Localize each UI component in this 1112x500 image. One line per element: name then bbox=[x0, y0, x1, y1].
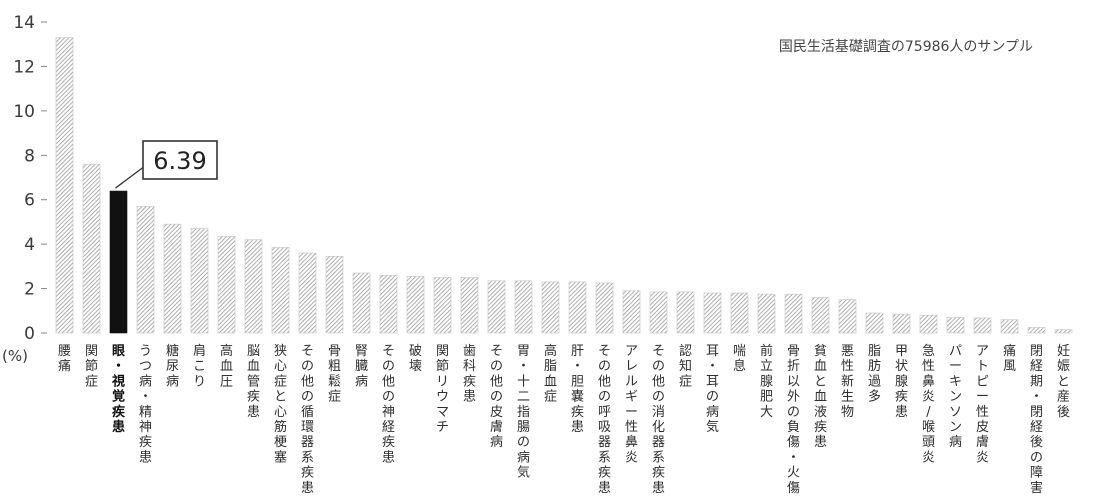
category-label: その他の消化器系疾患 bbox=[652, 344, 665, 496]
category-label: 喘息 bbox=[733, 343, 746, 374]
bar bbox=[136, 206, 155, 334]
bar bbox=[676, 291, 695, 334]
y-tick-label: 14 bbox=[13, 13, 35, 33]
bar bbox=[217, 236, 236, 334]
bar bbox=[649, 291, 668, 334]
y-tick-label: 12 bbox=[13, 57, 35, 77]
category-label: その他の神経疾患 bbox=[382, 344, 395, 465]
bar bbox=[379, 274, 398, 334]
y-unit-label: (%) bbox=[2, 347, 28, 365]
bar bbox=[622, 290, 641, 334]
category-label: 関節症 bbox=[85, 344, 98, 389]
category-label: 眼・視覚疾患 bbox=[111, 344, 126, 435]
category-label: 胃・十二指腸の病気 bbox=[517, 344, 530, 481]
bar bbox=[460, 277, 479, 334]
category-label: 耳・耳の病気 bbox=[706, 344, 719, 435]
bar bbox=[568, 281, 587, 334]
category-label: 腎臓病 bbox=[355, 344, 368, 389]
bar bbox=[946, 317, 965, 334]
category-label: 肩こり bbox=[193, 343, 206, 389]
category-label: 糖尿病 bbox=[166, 343, 179, 389]
y-tick-label: 4 bbox=[24, 235, 35, 255]
bar bbox=[730, 292, 749, 334]
category-label: 認知症 bbox=[679, 343, 692, 389]
y-axis: 0 2 4 6 8 10 12 14 bbox=[13, 13, 47, 344]
category-label: 狭心症と心筋梗塞 bbox=[274, 344, 287, 465]
bar bbox=[919, 314, 938, 334]
bar bbox=[514, 280, 533, 334]
bar bbox=[811, 297, 830, 334]
sample-annotation: 国民生活基礎調査の75986人のサンプル bbox=[779, 38, 1033, 55]
bar bbox=[865, 312, 884, 334]
bar bbox=[541, 281, 560, 334]
bar bbox=[163, 223, 182, 334]
category-label: 脂肪過多 bbox=[868, 344, 881, 405]
bar bbox=[325, 256, 344, 334]
category-label: 高血圧 bbox=[220, 343, 233, 389]
bar bbox=[190, 228, 209, 334]
y-tick-label: 10 bbox=[13, 102, 35, 122]
category-label: アトピー性皮膚炎 bbox=[976, 344, 989, 465]
category-label: その他の循環器系疾患 bbox=[301, 344, 314, 496]
category-label: 閉経期・閉経後の障害 bbox=[1030, 344, 1043, 496]
category-label: 悪性新生物 bbox=[841, 344, 854, 420]
bar bbox=[271, 247, 290, 334]
highlight-callout: 6.39 bbox=[115, 140, 218, 189]
category-label: 甲状腺疾患 bbox=[895, 344, 908, 420]
bar bbox=[55, 37, 74, 334]
y-tick-label: 0 bbox=[24, 324, 35, 344]
category-label: 肝・胆嚢疾患 bbox=[571, 344, 584, 435]
bar bbox=[298, 252, 317, 334]
category-label: 骨折以外の負傷・火傷 bbox=[787, 344, 800, 496]
bar bbox=[82, 163, 101, 334]
bar bbox=[352, 272, 371, 334]
bar bbox=[487, 280, 506, 334]
y-tick-label: 8 bbox=[24, 146, 35, 166]
category-label: 急性鼻炎/喉頭炎 bbox=[922, 344, 935, 465]
bar bbox=[1000, 319, 1019, 334]
callout-leader-line bbox=[115, 165, 146, 189]
category-label: 破壊 bbox=[409, 344, 422, 374]
category-label: 妊娠と産後 bbox=[1057, 344, 1070, 420]
category-label: その他の皮膚病 bbox=[490, 344, 503, 450]
category-label: 腰痛 bbox=[58, 344, 71, 374]
category-label: うつ病・精神疾患 bbox=[139, 344, 152, 465]
category-label: 前立腺肥大 bbox=[760, 343, 773, 420]
bar bbox=[1054, 329, 1073, 334]
category-label: 歯科疾患 bbox=[463, 344, 476, 405]
bar bbox=[892, 313, 911, 334]
category-label: 関節リウマチ bbox=[436, 344, 449, 435]
category-label: 痛風 bbox=[1003, 343, 1016, 374]
bar bbox=[1027, 327, 1046, 334]
bar bbox=[838, 299, 857, 334]
bar bbox=[244, 239, 263, 334]
category-label: アレルギー性鼻炎 bbox=[625, 344, 638, 465]
callout-value-label: 6.39 bbox=[153, 147, 206, 175]
bars bbox=[55, 37, 1073, 334]
bar bbox=[595, 282, 614, 334]
bar bbox=[757, 293, 776, 334]
bar bbox=[703, 292, 722, 334]
category-label: 貧血と血液疾患 bbox=[814, 344, 827, 450]
bar bbox=[433, 277, 452, 334]
category-label: 脳血管疾患 bbox=[247, 344, 260, 420]
category-label: パーキンソン病 bbox=[949, 344, 962, 450]
category-label: 骨粗鬆症 bbox=[328, 344, 341, 405]
y-tick-label: 6 bbox=[24, 191, 35, 211]
bar bbox=[784, 293, 803, 334]
bar bbox=[406, 276, 425, 334]
bar-highlighted bbox=[109, 190, 128, 334]
bar bbox=[973, 317, 992, 334]
category-label: その他の呼吸器系疾患 bbox=[598, 344, 611, 496]
y-tick-label: 2 bbox=[24, 280, 35, 300]
callout-box bbox=[142, 140, 218, 180]
category-label: 高脂血症 bbox=[544, 343, 557, 405]
